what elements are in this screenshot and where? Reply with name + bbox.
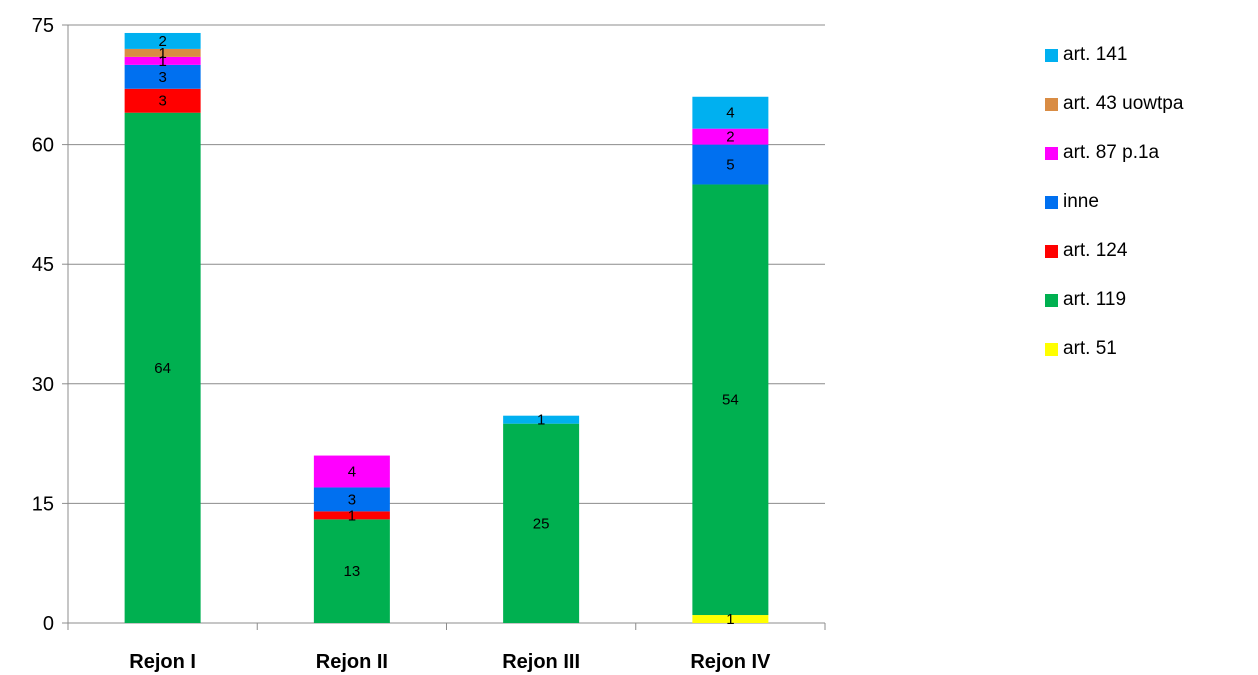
legend-label: art. 124 — [1063, 240, 1128, 261]
bar-segment — [124, 88, 201, 113]
legend-swatch — [1045, 293, 1058, 307]
legend-label: art. 51 — [1063, 338, 1117, 359]
x-category-label: Rejon I — [129, 651, 196, 673]
data-label: 3 — [348, 491, 356, 508]
legend-label: art. 87 p.1a — [1063, 142, 1160, 163]
data-label: 5 — [726, 157, 734, 174]
bar-segment — [124, 32, 201, 49]
legend-item: art. 51 — [1045, 336, 1183, 362]
legend-item: art. 87 p.1a — [1045, 140, 1183, 166]
data-label: 13 — [344, 563, 361, 580]
data-label: 2 — [726, 129, 734, 146]
data-label: 3 — [158, 69, 166, 86]
bar-segment — [124, 112, 201, 623]
y-tick-label: 45 — [32, 254, 54, 276]
y-tick-label: 75 — [32, 15, 54, 37]
bar-segment — [692, 128, 769, 145]
bar-segment — [692, 144, 769, 185]
bars — [124, 32, 769, 623]
legend-swatch — [1045, 244, 1058, 258]
y-tick-label: 15 — [32, 493, 54, 515]
data-label: 1 — [348, 507, 356, 524]
data-label: 1 — [158, 53, 166, 70]
bar-segment — [692, 615, 769, 623]
data-label: 1 — [158, 45, 166, 62]
legend-swatch — [1045, 342, 1058, 356]
data-label: 3 — [158, 93, 166, 110]
legend-label: art. 119 — [1063, 289, 1127, 310]
data-label: 54 — [722, 392, 739, 409]
y-tick-label: 60 — [32, 135, 54, 157]
bar-segment — [124, 64, 201, 89]
bar-segment — [313, 455, 390, 488]
bar-segment — [692, 184, 769, 616]
bar-segment — [124, 56, 201, 65]
bar-segment — [503, 423, 580, 623]
y-tick-label: 30 — [32, 374, 54, 396]
bar-segment — [313, 511, 390, 520]
legend-item: art. 124 — [1045, 238, 1183, 264]
legend-swatch — [1045, 97, 1058, 111]
data-label: 64 — [154, 360, 171, 377]
data-label: 4 — [726, 105, 734, 122]
y-tick-label: 0 — [43, 613, 54, 635]
data-label: 1 — [537, 412, 545, 429]
bar-segment — [313, 487, 390, 512]
legend-label: inne — [1063, 191, 1099, 212]
x-category-label: Rejon II — [316, 651, 388, 673]
x-category-label: Rejon IV — [690, 651, 771, 673]
bar-segment — [503, 415, 580, 424]
legend-label: art. 141 — [1063, 44, 1128, 65]
x-category-label: Rejon III — [502, 651, 580, 673]
legend-swatch — [1045, 146, 1058, 160]
data-label: 4 — [348, 464, 356, 481]
data-label: 25 — [533, 515, 550, 532]
legend-item: inne — [1045, 189, 1183, 215]
bar-segment — [124, 48, 201, 57]
legend-label: art. 43 uowtpa — [1063, 93, 1184, 114]
legend: art. 141 art. 43 uowtpa art. 87 p.1a inne ar… — [1045, 42, 1183, 385]
legend-swatch — [1045, 195, 1058, 209]
legend-item: art. 119 — [1045, 287, 1183, 313]
legend-item: art. 141 — [1045, 42, 1183, 68]
legend-item: art. 43 uowtpa — [1045, 91, 1183, 117]
data-label: 2 — [158, 33, 166, 50]
data-label: 1 — [726, 611, 734, 628]
bar-segment — [692, 96, 769, 129]
legend-swatch — [1045, 48, 1058, 62]
bar-segment — [313, 519, 390, 623]
